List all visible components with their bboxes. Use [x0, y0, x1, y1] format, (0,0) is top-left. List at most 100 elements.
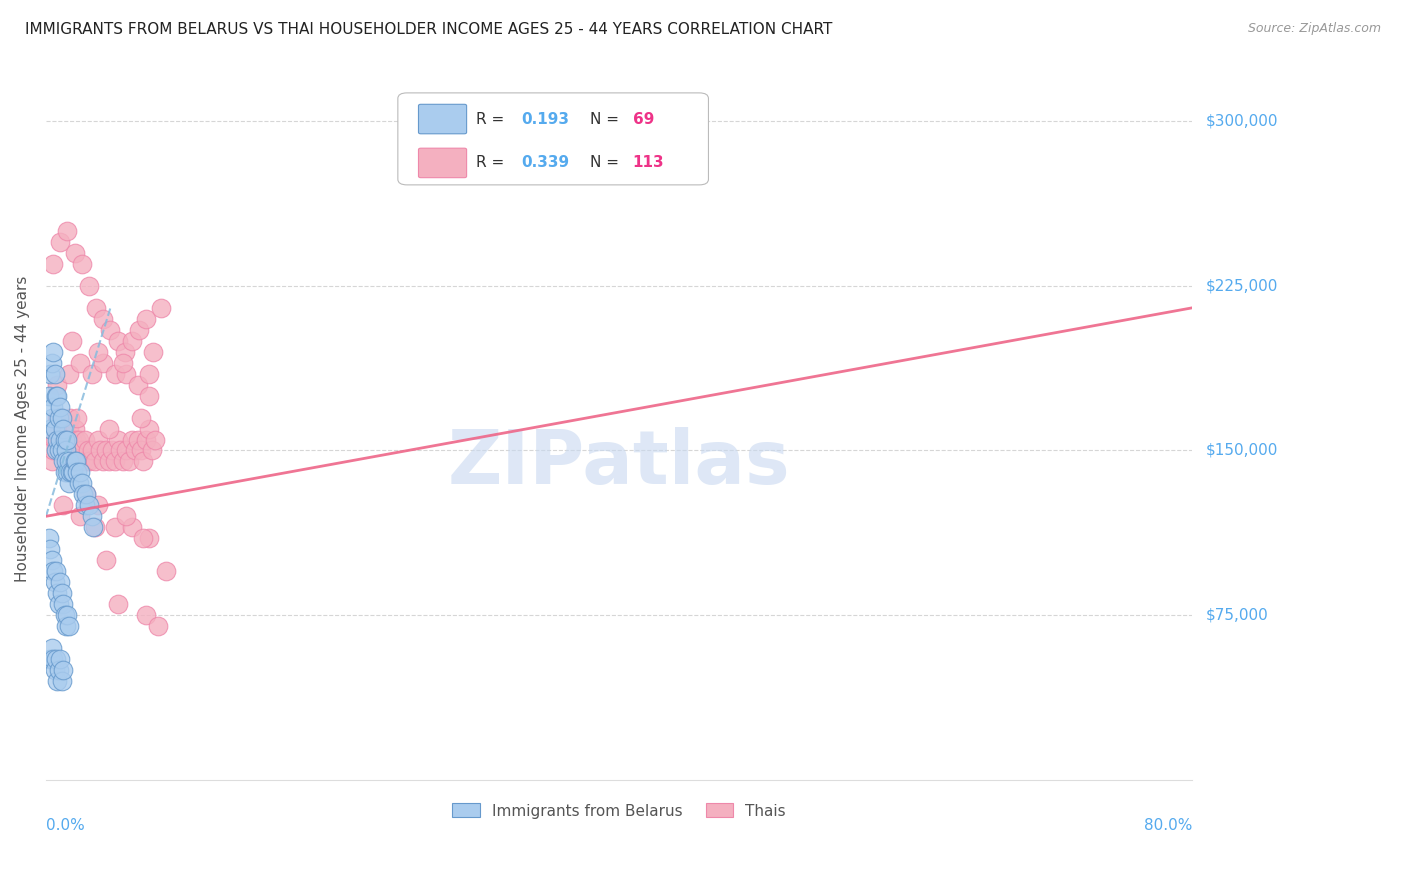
Point: [132, 531, 155, 545]
Point: [146, 619, 169, 633]
Point: [42, 652, 65, 666]
Point: [84, 301, 107, 315]
Point: [69, 454, 91, 468]
Point: [46, 377, 69, 392]
Text: $225,000: $225,000: [1206, 278, 1278, 293]
Point: [49, 575, 72, 590]
Point: [86, 433, 108, 447]
Point: [46, 433, 69, 447]
Text: 0.193: 0.193: [522, 112, 569, 127]
Point: [49, 421, 72, 435]
FancyBboxPatch shape: [398, 93, 709, 185]
Point: [142, 344, 165, 359]
Point: [69, 509, 91, 524]
Point: [114, 344, 136, 359]
Legend: Immigrants from Belarus, Thais: Immigrants from Belarus, Thais: [446, 797, 792, 824]
Point: [51, 410, 73, 425]
Point: [39, 367, 62, 381]
Point: [55, 443, 77, 458]
Point: [77, 279, 100, 293]
Text: N =: N =: [591, 155, 624, 170]
Point: [41, 356, 63, 370]
Text: 113: 113: [633, 155, 665, 170]
Point: [59, 466, 82, 480]
Point: [60, 334, 83, 348]
Point: [42, 257, 65, 271]
Point: [49, 652, 72, 666]
Text: N =: N =: [591, 112, 624, 127]
Point: [44, 421, 66, 435]
Point: [112, 454, 135, 468]
Point: [59, 410, 82, 425]
Point: [72, 454, 94, 468]
Point: [70, 443, 93, 458]
Point: [67, 433, 90, 447]
Point: [60, 433, 83, 447]
Point: [41, 640, 63, 655]
Point: [55, 454, 77, 468]
Point: [135, 608, 157, 623]
Point: [56, 608, 79, 623]
Text: $75,000: $75,000: [1206, 607, 1268, 623]
Point: [98, 421, 121, 435]
Point: [67, 476, 90, 491]
Point: [70, 257, 93, 271]
Point: [44, 663, 66, 677]
Text: R =: R =: [475, 155, 509, 170]
Point: [135, 311, 157, 326]
Point: [44, 433, 66, 447]
Point: [51, 586, 73, 600]
Point: [66, 466, 89, 480]
Point: [77, 499, 100, 513]
Point: [101, 443, 124, 458]
Point: [62, 443, 84, 458]
Point: [49, 400, 72, 414]
Point: [60, 466, 83, 480]
Point: [63, 454, 86, 468]
Point: [141, 443, 163, 458]
Point: [46, 586, 69, 600]
Point: [38, 389, 60, 403]
Point: [149, 301, 172, 315]
Point: [86, 499, 108, 513]
Point: [89, 443, 111, 458]
Point: [63, 246, 86, 260]
FancyBboxPatch shape: [419, 104, 467, 134]
Point: [104, 454, 127, 468]
Point: [124, 443, 146, 458]
Point: [52, 499, 75, 513]
Point: [155, 564, 177, 578]
Point: [55, 433, 77, 447]
Point: [58, 454, 80, 468]
Text: ZIPatlas: ZIPatlas: [447, 427, 790, 500]
Point: [138, 389, 160, 403]
Point: [55, 619, 77, 633]
Point: [52, 433, 75, 447]
Point: [45, 389, 67, 403]
Point: [107, 334, 129, 348]
Point: [94, 443, 117, 458]
Point: [56, 466, 79, 480]
Point: [98, 454, 121, 468]
Point: [56, 443, 79, 458]
Point: [53, 433, 76, 447]
Point: [58, 476, 80, 491]
Point: [138, 367, 160, 381]
Point: [44, 575, 66, 590]
Point: [75, 454, 97, 468]
Text: 0.339: 0.339: [522, 155, 569, 170]
Point: [49, 235, 72, 249]
Point: [112, 356, 135, 370]
Point: [65, 454, 87, 468]
Point: [41, 553, 63, 567]
Point: [53, 608, 76, 623]
Point: [83, 454, 105, 468]
Point: [48, 663, 70, 677]
Point: [46, 673, 69, 688]
Text: 80.0%: 80.0%: [1143, 818, 1192, 833]
Point: [66, 443, 89, 458]
Point: [80, 367, 103, 381]
Point: [46, 410, 69, 425]
Point: [91, 311, 114, 326]
Point: [69, 356, 91, 370]
